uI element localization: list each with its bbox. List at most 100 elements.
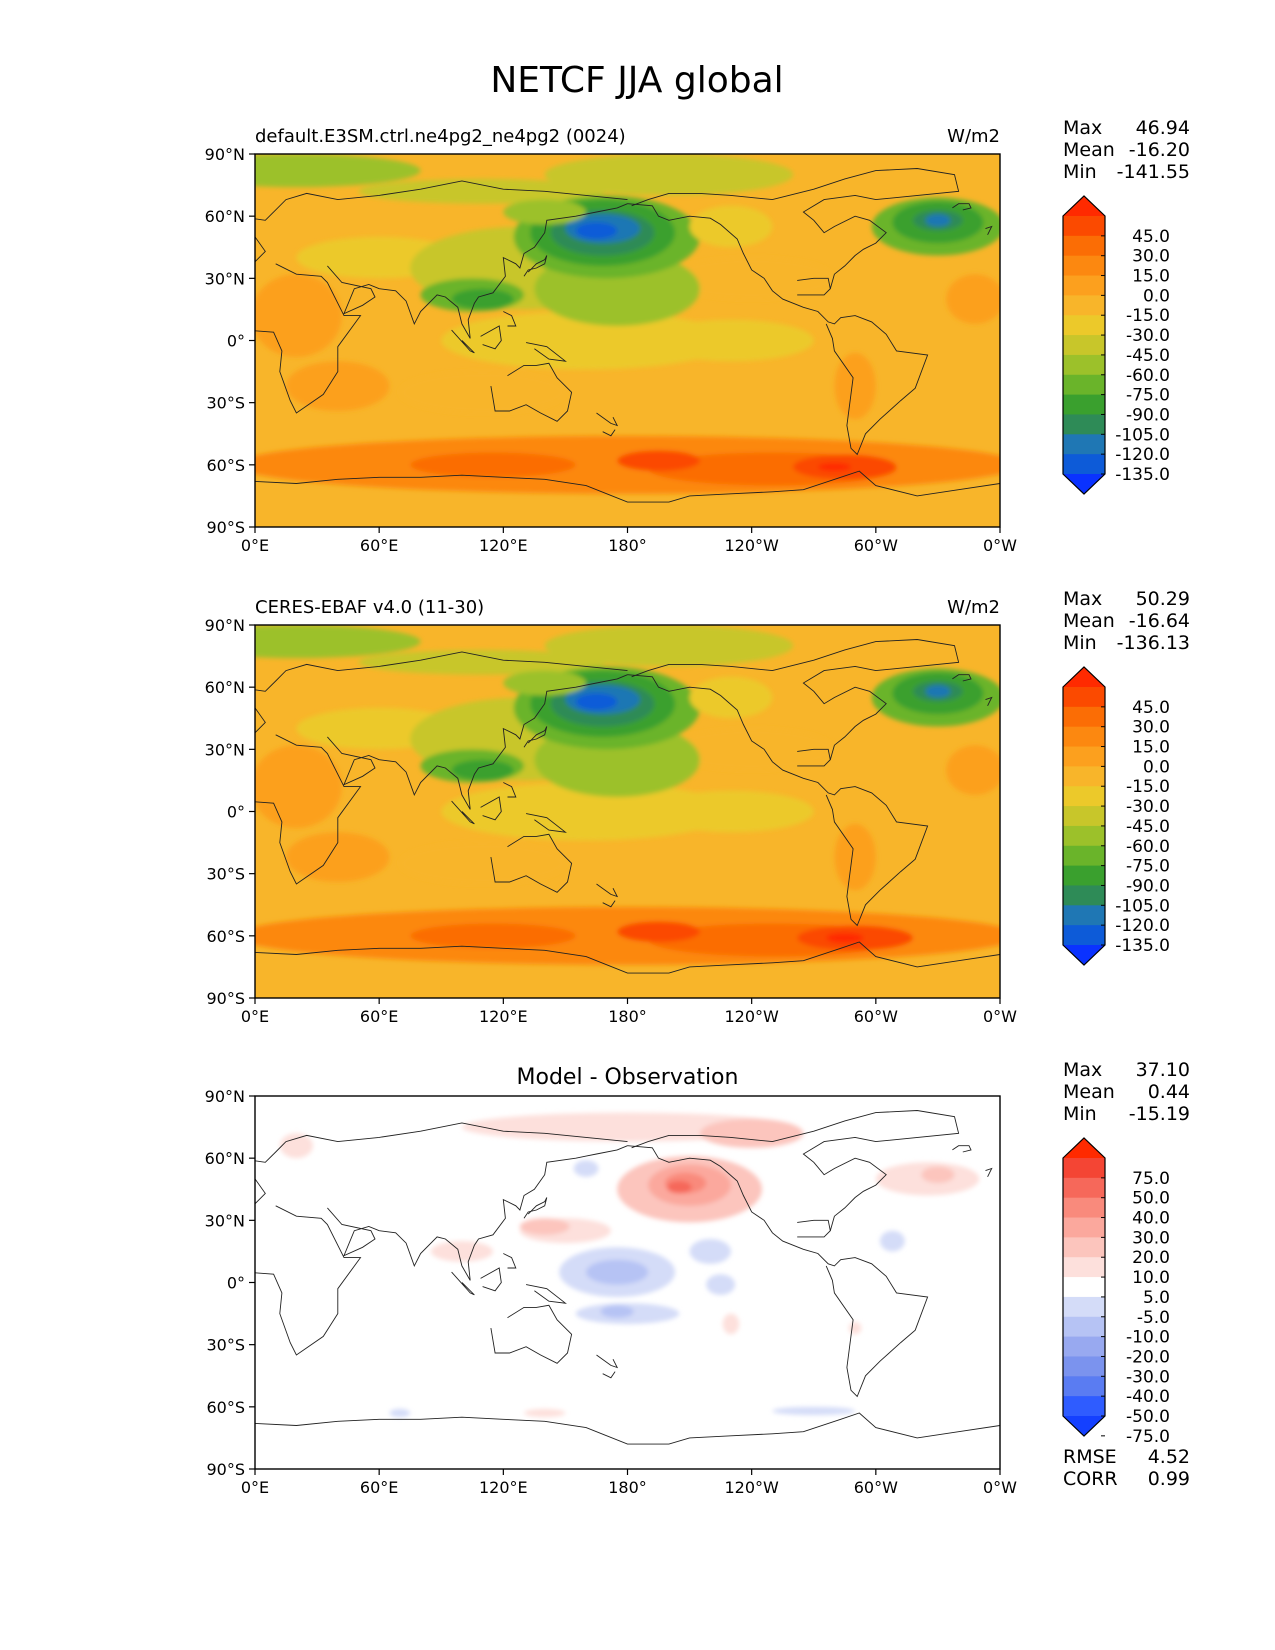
contour-region — [722, 1313, 740, 1335]
colorbar-segment — [1063, 825, 1105, 847]
colorbar-segment — [1063, 315, 1105, 336]
stat-label: Min — [1063, 632, 1097, 654]
stat-value: -16.64 — [1129, 610, 1190, 632]
coastline — [523, 1197, 548, 1219]
colorbar-segment — [1063, 1376, 1105, 1397]
y-tick-label: 30°N — [205, 269, 245, 288]
contour-region — [389, 1408, 411, 1418]
colorbar-segment — [1063, 1217, 1105, 1238]
contour-region — [286, 361, 390, 411]
y-tick-label: 60°S — [206, 927, 245, 946]
contour-region — [399, 842, 566, 885]
panel-diff: 0°E 60°E 120°E 180° 120°W 60°W 0°W 90°N 60°N 30°N… — [205, 1059, 1190, 1497]
coastline — [596, 412, 619, 427]
contour-region — [668, 728, 835, 771]
stat-value: 4.52 — [1148, 1446, 1190, 1468]
contour-region — [699, 1118, 804, 1148]
x-tick-label: 60°W — [854, 1478, 898, 1497]
colorbar-label: -30.0 — [1126, 1367, 1170, 1387]
colorbar-segment — [1063, 275, 1105, 296]
stat-value: 0.99 — [1148, 1468, 1190, 1490]
contour-region — [826, 932, 864, 944]
colorbar-label: -105.0 — [1115, 896, 1170, 916]
colorbar-segment — [1063, 726, 1105, 748]
coastline — [526, 342, 567, 362]
x-tick-label: 0°E — [241, 1007, 269, 1026]
contour-region — [946, 274, 1000, 324]
colorbar-label: -120.0 — [1115, 916, 1170, 936]
stat-value: 0.44 — [1148, 1081, 1190, 1103]
x-tick-label: 0°E — [241, 1478, 269, 1497]
colorbar-label: 40.0 — [1132, 1209, 1170, 1229]
colorbar-label: -135.0 — [1115, 465, 1170, 485]
coastlines — [255, 639, 1000, 974]
colorbar-label: -90.0 — [1126, 405, 1170, 425]
colorbar-extend-bottom — [1063, 945, 1105, 965]
coastline — [797, 277, 831, 296]
y-tick-label: 30°N — [205, 1211, 245, 1230]
coastline — [480, 796, 502, 821]
coastline — [602, 900, 616, 908]
colorbar-label: 0.0 — [1143, 286, 1170, 306]
contour-region — [772, 1406, 856, 1416]
contour-region — [544, 625, 794, 667]
colorbar-segment — [1063, 394, 1105, 415]
coastline — [503, 782, 517, 798]
coastline — [952, 203, 972, 211]
contour-region — [848, 1321, 862, 1335]
colorbar-segment — [1063, 354, 1105, 376]
coastline — [985, 696, 993, 706]
colorbar-segment — [1063, 1296, 1105, 1318]
y-tick-label: 30°N — [205, 740, 245, 759]
colorbar-segment — [1063, 1336, 1105, 1357]
x-tick-label: 0°E — [241, 536, 269, 555]
y-tick-label: 0° — [227, 803, 245, 822]
colorbar-label: 45.0 — [1132, 698, 1170, 718]
colorbar-label: -15.0 — [1126, 777, 1170, 797]
panel-units: W/m2 — [947, 126, 1000, 147]
coastline — [327, 203, 628, 339]
colorbar-segment — [1063, 845, 1105, 867]
colorbar-label: -40.0 — [1126, 1387, 1170, 1407]
colorbar-segment — [1063, 706, 1105, 728]
colorbar-extend-bottom — [1063, 1416, 1105, 1436]
colorbar-segment — [1063, 235, 1105, 257]
map-field-model — [255, 154, 1000, 527]
coastline — [451, 329, 475, 354]
coastline — [627, 1145, 929, 1398]
contour-region — [648, 319, 814, 362]
contour-region — [286, 832, 390, 882]
coastline — [596, 1354, 619, 1369]
stat-value: -141.55 — [1117, 161, 1190, 183]
colorbar-segment — [1063, 1316, 1105, 1338]
stat-label: Min — [1063, 1103, 1097, 1125]
colorbar-label: 75.0 — [1132, 1169, 1170, 1189]
contour-region — [834, 823, 876, 891]
colorbar-label: -50.0 — [1126, 1407, 1170, 1427]
contour-region — [519, 1218, 570, 1235]
colorbar-segment — [1063, 1197, 1105, 1219]
contour-region — [617, 450, 700, 472]
colorbar-segment — [1063, 865, 1105, 886]
contour-region — [834, 352, 876, 420]
contour-region — [925, 685, 951, 698]
coastline — [490, 833, 573, 893]
y-tick-label: 0° — [227, 332, 245, 351]
x-tick-label: 0°W — [983, 1007, 1017, 1026]
contour-region — [689, 1238, 731, 1264]
stat-value: -15.19 — [1129, 1103, 1190, 1125]
contour-region — [668, 257, 835, 300]
coastline — [523, 726, 548, 748]
y-tick-label: 60°N — [205, 207, 245, 226]
y-tick-label: 90°N — [205, 616, 245, 635]
colorbar-segment — [1063, 255, 1105, 277]
stat-value: 46.94 — [1136, 117, 1190, 139]
coastline — [255, 651, 628, 734]
x-tick-label: 180° — [608, 536, 647, 555]
colorbar-label: 15.0 — [1132, 267, 1170, 287]
contour-region — [925, 214, 951, 227]
coastline — [255, 734, 362, 885]
colorbar-segment — [1063, 885, 1105, 906]
x-tick-label: 60°W — [854, 536, 898, 555]
contour-region — [817, 462, 851, 472]
